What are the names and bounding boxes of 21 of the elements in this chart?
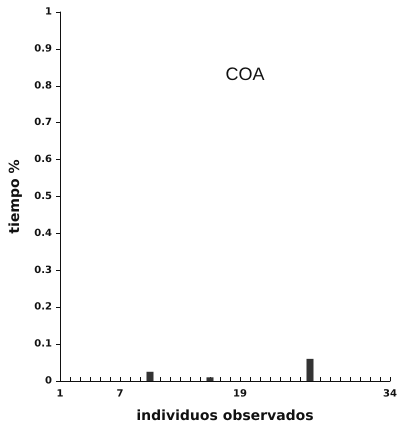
y-tick-label: 0.8 bbox=[34, 80, 52, 92]
y-tick-label: 0.1 bbox=[34, 338, 52, 350]
y-tick-label: 0.2 bbox=[34, 302, 52, 313]
x-tick-label: 1 bbox=[56, 388, 64, 400]
x-tick-label: 19 bbox=[233, 388, 247, 400]
y-tick-label: 0 bbox=[45, 376, 52, 386]
y-tick-label: 0.5 bbox=[34, 191, 52, 202]
x-tick-label: 7 bbox=[116, 388, 124, 400]
y-tick-label: 1 bbox=[45, 6, 52, 18]
y-tick-label: 0.9 bbox=[34, 43, 52, 54]
y-tick-label: 0.3 bbox=[34, 264, 52, 276]
x-tick-label: 34 bbox=[383, 388, 397, 400]
y-tick-label: 0.4 bbox=[34, 228, 52, 239]
y-tick-label: 0.7 bbox=[34, 117, 52, 128]
bar bbox=[306, 358, 314, 381]
bar bbox=[146, 372, 154, 381]
y-axis-title: tiempo % bbox=[7, 159, 23, 234]
y-tick-label: 0.6 bbox=[34, 154, 52, 166]
text: COA bbox=[225, 64, 265, 84]
x-axis-title: individuos observados bbox=[136, 408, 314, 424]
bar bbox=[206, 377, 214, 381]
